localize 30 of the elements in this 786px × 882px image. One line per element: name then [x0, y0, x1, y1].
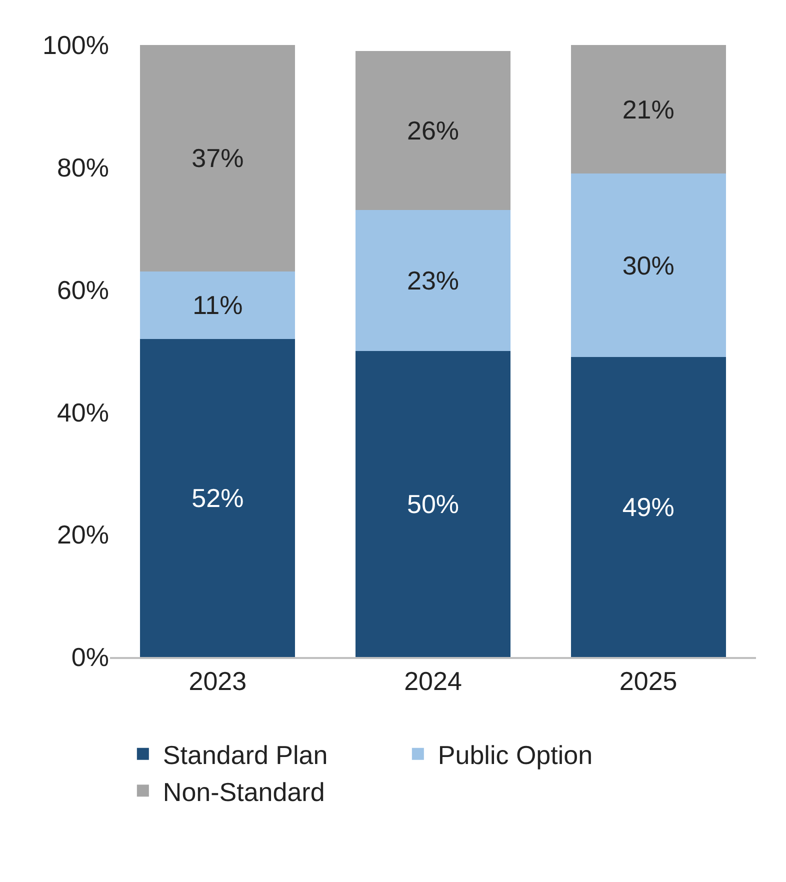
y-tick-label: 60% — [56, 274, 109, 305]
bar — [570, 174, 726, 358]
data-label: 49% — [622, 492, 674, 522]
data-label: 50% — [406, 489, 460, 519]
bar — [355, 51, 511, 210]
x-tick-label: 2024 — [404, 666, 462, 696]
data-label: 37% — [192, 143, 244, 174]
legend-label: Standard Plan — [162, 740, 328, 770]
data-label: 21% — [622, 94, 674, 124]
x-tick-label: 2025 — [619, 666, 678, 696]
data-label: 30% — [622, 250, 674, 280]
bar — [570, 357, 726, 657]
y-tick-label: 100% — [42, 30, 109, 60]
data-label: 23% — [406, 266, 460, 296]
bar — [355, 210, 511, 351]
data-label: 52% — [192, 482, 244, 513]
y-tick-label: 80% — [56, 152, 109, 182]
y-tick-label: 20% — [56, 520, 109, 550]
bar — [140, 45, 296, 272]
x-tick-label: 2023 — [188, 666, 247, 696]
bar — [140, 271, 296, 339]
data-label: 26% — [406, 116, 460, 146]
bar — [355, 351, 511, 657]
legend-label: Non-Standard — [162, 776, 325, 807]
y-tick-label: 0% — [71, 642, 109, 672]
y-tick-label: 40% — [56, 397, 109, 428]
bar — [140, 338, 296, 657]
bar — [570, 45, 726, 174]
legend-label: Public Option — [438, 740, 593, 770]
data-label: 11% — [192, 290, 243, 320]
